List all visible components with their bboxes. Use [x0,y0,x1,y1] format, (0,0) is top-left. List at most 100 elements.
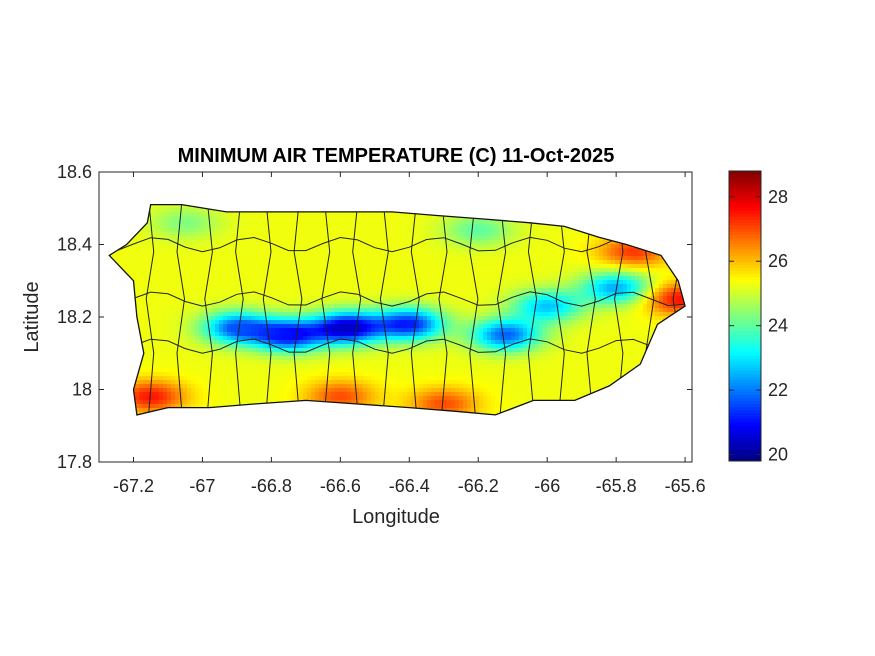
temperature-cell [231,304,236,309]
temperature-cell [135,296,140,301]
temperature-cell [211,256,216,261]
temperature-cell [287,396,292,401]
temperature-cell [275,360,280,365]
temperature-cell [311,228,316,233]
temperature-cell [159,276,164,281]
temperature-cell [251,248,256,253]
temperature-cell [287,272,292,277]
temperature-cell [143,316,148,321]
temperature-cell [347,336,352,341]
temperature-cell [255,380,260,385]
temperature-cell [215,396,220,401]
temperature-cell [211,340,216,345]
temperature-cell [223,232,228,237]
temperature-cell [139,400,144,405]
temperature-cell [327,328,332,333]
temperature-cell [327,296,332,301]
temperature-cell [191,324,196,329]
temperature-cell [139,320,144,325]
temperature-cell [335,356,340,361]
temperature-cell [219,260,224,265]
temperature-cell [243,356,248,361]
temperature-cell [299,224,304,229]
temperature-cell [311,284,316,289]
temperature-cell [219,212,224,217]
temperature-cell [175,224,180,229]
temperature-cell [191,292,196,297]
temperature-cell [363,236,368,241]
temperature-cell [199,332,204,337]
temperature-cell [199,336,204,341]
temperature-cell [371,276,376,281]
temperature-cell [143,248,148,253]
temperature-cell [171,396,176,401]
temperature-cell [271,340,276,345]
temperature-cell [343,224,348,229]
temperature-cell [347,284,352,289]
temperature-cell [255,216,260,221]
temperature-cell [303,256,308,261]
temperature-cell [291,284,296,289]
temperature-cell [143,228,148,233]
temperature-cell [187,264,192,269]
temperature-cell [171,400,176,405]
temperature-cell [247,328,252,333]
temperature-cell [183,340,188,345]
temperature-cell [139,388,144,393]
temperature-cell [135,408,140,413]
temperature-cell [227,360,232,365]
temperature-cell [143,384,148,389]
temperature-cell [243,236,248,241]
temperature-cell [239,220,244,225]
temperature-cell [267,224,272,229]
temperature-cell [155,232,160,237]
temperature-cell [203,372,208,377]
temperature-cell [359,348,364,353]
temperature-cell [139,284,144,289]
temperature-cell [163,344,168,349]
temperature-cell [215,312,220,317]
temperature-cell [267,304,272,309]
temperature-cell [303,252,308,257]
temperature-cell [199,384,204,389]
temperature-cell [147,308,152,313]
temperature-cell [315,288,320,293]
temperature-cell [243,280,248,285]
temperature-cell [283,220,288,225]
temperature-cell [307,216,312,221]
temperature-cell [219,268,224,273]
temperature-cell [167,264,172,269]
temperature-cell [219,236,224,241]
temperature-cell [155,268,160,273]
temperature-cell [127,256,132,261]
temperature-cell [371,216,376,221]
temperature-cell [223,384,228,389]
temperature-cell [291,280,296,285]
temperature-cell [139,232,144,237]
temperature-cell [183,292,188,297]
temperature-cell [247,316,252,321]
temperature-cell [279,388,284,393]
temperature-cell [319,340,324,345]
temperature-cell [167,356,172,361]
temperature-cell [195,232,200,237]
temperature-cell [367,292,372,297]
temperature-cell [355,368,360,373]
temperature-cell [275,380,280,385]
temperature-cell [303,240,308,245]
temperature-cell [331,388,336,393]
temperature-cell [327,320,332,325]
temperature-cell [163,272,168,277]
temperature-cell [167,236,172,241]
temperature-cell [287,252,292,257]
temperature-cell [139,392,144,397]
temperature-cell [303,396,308,401]
temperature-cell [159,272,164,277]
temperature-cell [267,392,272,397]
temperature-cell [239,384,244,389]
temperature-cell [235,392,240,397]
temperature-cell [359,280,364,285]
temperature-cell [143,300,148,305]
temperature-cell [247,240,252,245]
temperature-cell [291,244,296,249]
